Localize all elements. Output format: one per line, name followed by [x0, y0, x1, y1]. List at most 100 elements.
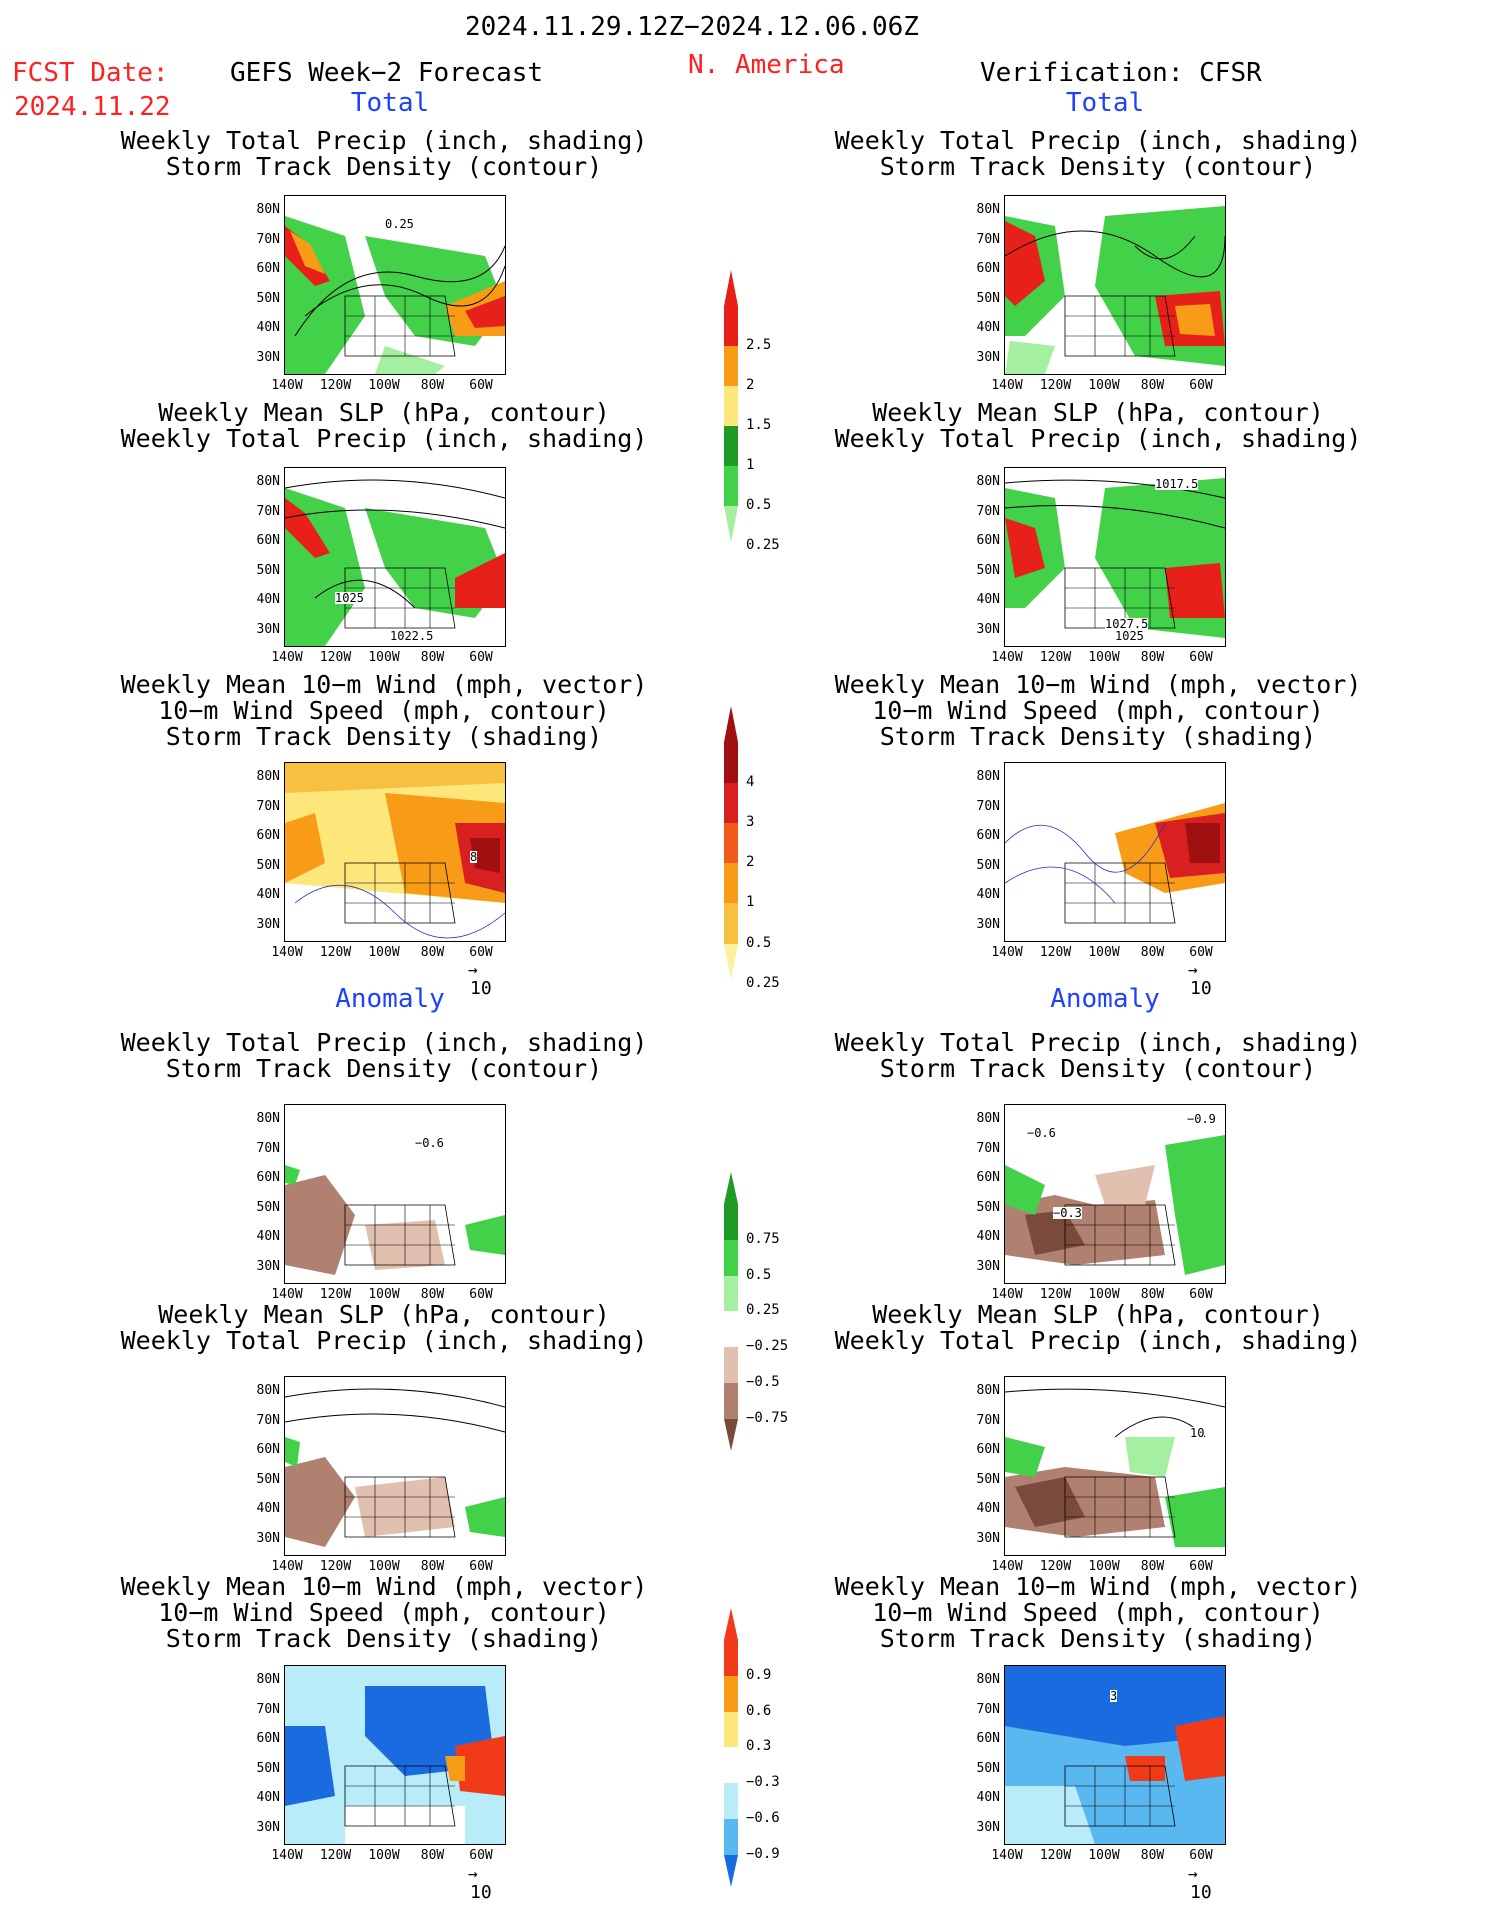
- lat-tick-label: 60N: [256, 828, 280, 843]
- map-wind-anomaly-verification: 3: [1004, 1665, 1226, 1845]
- lon-tick-label: 140W: [271, 1848, 303, 1863]
- lon-tick-label: 100W: [1088, 1287, 1120, 1302]
- lon-tick-label: 120W: [319, 1559, 352, 1574]
- panel-title-line: Weekly Mean 10−m Wind (mph, vector): [834, 1572, 1362, 1601]
- lon-tick-label: 80W: [420, 650, 445, 665]
- colorbar-label: 0.25: [746, 537, 780, 553]
- colorbar-label: 0.3: [746, 1738, 772, 1755]
- lon-tick-label: 120W: [1039, 1848, 1072, 1863]
- colorbar-segment: [724, 1783, 738, 1819]
- colorbar-label: 0.75: [746, 1230, 780, 1247]
- lat-tick-label: 30N: [976, 349, 1000, 365]
- colorbar-segment: [724, 1382, 738, 1419]
- lat-tick-label: 60N: [976, 1442, 1000, 1457]
- lon-tick-label: 120W: [1039, 945, 1072, 960]
- colorbar-segment: [724, 506, 738, 542]
- vector-ref-arrow: →: [468, 1864, 478, 1883]
- lat-tick-label: 40N: [256, 1229, 280, 1244]
- lon-tick-label: 100W: [1088, 1848, 1120, 1863]
- colorbar-label: 0.9: [746, 1666, 772, 1683]
- lat-tick-label: 50N: [976, 1471, 1000, 1487]
- lon-tick-label: 100W: [368, 1848, 400, 1863]
- colorbar-segment: [724, 1711, 738, 1748]
- lon-tick-label: 120W: [1039, 1287, 1072, 1302]
- lon-tick-label: 80W: [420, 378, 445, 393]
- lat-tick-label: 40N: [976, 1790, 1000, 1805]
- section-anomaly-right: Anomaly: [1050, 984, 1160, 1014]
- map-slp-precip-forecast: 1025 1022.5: [284, 467, 506, 647]
- lat-tick-label: 70N: [256, 231, 280, 247]
- map-wind-track-forecast: 8: [284, 762, 506, 942]
- panel-title-line: Weekly Total Precip (inch, shading): [120, 126, 648, 155]
- lat-tick-label: 60N: [256, 533, 280, 548]
- lat-tick-label: 70N: [976, 798, 1000, 814]
- colorbar-segment: [724, 1747, 738, 1784]
- lon-tick-label: 120W: [1039, 1559, 1072, 1574]
- colorbar-segment: [724, 426, 738, 466]
- lat-tick-label: 60N: [256, 261, 280, 276]
- lon-tick-label: 120W: [1039, 650, 1072, 665]
- colorbar-label: −0.75: [746, 1409, 789, 1426]
- lon-tick-label: 120W: [319, 650, 352, 665]
- colorbar-label: −0.5: [746, 1373, 780, 1390]
- colorbar-segment: [724, 782, 738, 823]
- panel-title-line: Weekly Total Precip (inch, shading): [120, 1326, 648, 1355]
- colorbar-segment: [724, 306, 738, 346]
- lat-tick-label: 30N: [976, 1258, 1000, 1274]
- contour-label: 1025: [1115, 629, 1144, 643]
- contour-label: −0.6: [415, 1136, 444, 1150]
- lat-tick-label: 60N: [976, 261, 1000, 276]
- colorbar-label: 2: [746, 377, 755, 393]
- colorbar-segment: [724, 1854, 738, 1887]
- lat-tick-label: 60N: [256, 1442, 280, 1457]
- lon-tick-label: 120W: [319, 945, 352, 960]
- panel-title-line: 10−m Wind Speed (mph, contour): [872, 696, 1324, 725]
- lat-tick-label: 40N: [976, 592, 1000, 607]
- lat-tick-label: 70N: [256, 1412, 280, 1428]
- lon-tick-label: 120W: [319, 378, 352, 393]
- lon-tick-label: 80W: [420, 1559, 445, 1574]
- map-precip-track-forecast: 0.25: [284, 195, 506, 375]
- contour-label: 8: [470, 850, 478, 864]
- lon-tick-label: 60W: [1189, 1559, 1213, 1574]
- colorbar-segment: [724, 466, 738, 506]
- lat-tick-label: 80N: [976, 1383, 1000, 1398]
- colorbar-segment: [724, 903, 738, 944]
- map-precip-track-verification: [1004, 195, 1226, 375]
- lon-tick-label: 60W: [469, 945, 493, 960]
- lat-tick-label: 80N: [256, 1383, 280, 1398]
- contour-label: −0.6: [1027, 1126, 1056, 1140]
- panel-title-line: Storm Track Density (contour): [879, 1054, 1317, 1083]
- lat-tick-label: 50N: [256, 1760, 280, 1776]
- lon-tick-label: 100W: [368, 650, 400, 665]
- colorbar-label: 4: [746, 773, 755, 790]
- region-title: N. America: [688, 50, 845, 80]
- map-wind-anomaly-forecast: [284, 1665, 506, 1845]
- lat-tick-label: 50N: [256, 562, 280, 578]
- lon-tick-label: 60W: [469, 378, 493, 393]
- lat-tick-label: 70N: [976, 1412, 1000, 1428]
- colorbar-cap: [724, 1608, 738, 1640]
- vector-ref-label: 10: [1190, 978, 1212, 999]
- lat-tick-label: 60N: [976, 1731, 1000, 1746]
- lat-tick-label: 40N: [256, 887, 280, 902]
- lon-tick-label: 80W: [1140, 1287, 1165, 1302]
- lon-tick-label: 80W: [1140, 945, 1165, 960]
- lon-tick-label: 100W: [1088, 378, 1120, 393]
- fcst-date-label: FCST Date:: [12, 58, 169, 88]
- lat-tick-label: 30N: [256, 1258, 280, 1274]
- colorbar-label: 0.25: [746, 974, 780, 991]
- panel-title-line: Weekly Total Precip (inch, shading): [834, 126, 1362, 155]
- panel-title-line: Weekly Total Precip (inch, shading): [120, 1028, 648, 1057]
- lon-tick-label: 140W: [991, 378, 1023, 393]
- panel-title-line: Weekly Total Precip (inch, shading): [834, 1028, 1362, 1057]
- lon-tick-label: 60W: [1189, 650, 1213, 665]
- lat-tick-label: 50N: [256, 290, 280, 306]
- lat-tick-label: 80N: [256, 202, 280, 217]
- lat-tick-label: 50N: [976, 1760, 1000, 1776]
- map-slp-precip-verification: 1017.5 1027.5 1025: [1004, 467, 1226, 647]
- colorbar-segment: [724, 1275, 738, 1312]
- panel-title-line: 10−m Wind Speed (mph, contour): [158, 1598, 610, 1627]
- panel-title-line: Weekly Total Precip (inch, shading): [834, 424, 1362, 453]
- lat-tick-label: 60N: [976, 828, 1000, 843]
